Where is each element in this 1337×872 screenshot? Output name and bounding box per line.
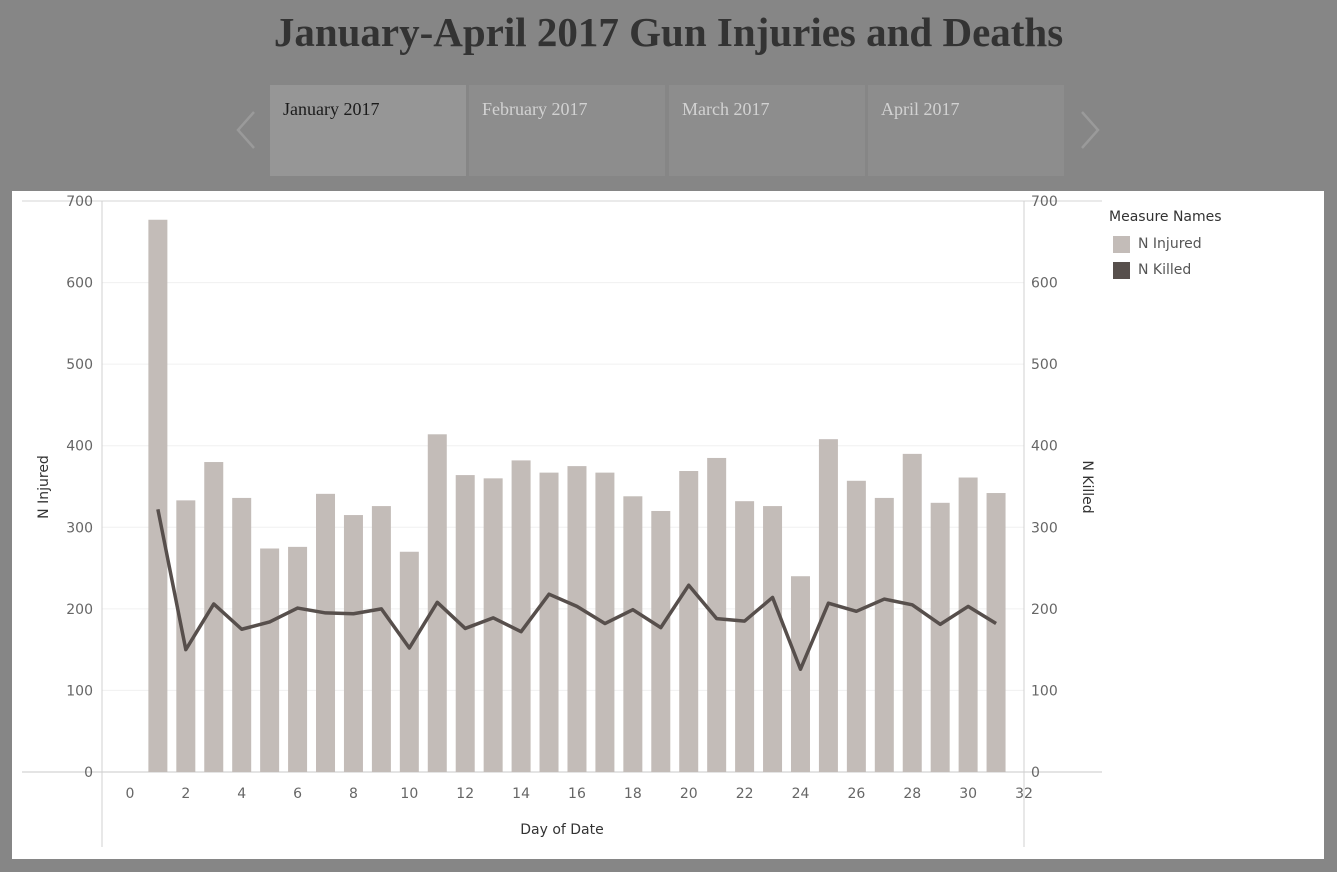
y2-tick-label: 600 (1031, 276, 1058, 292)
x-tick-label: 10 (400, 786, 418, 802)
bar-n-injured (511, 460, 531, 772)
y-tick-label: 500 (66, 357, 93, 373)
chart-panel: 0 100 200 300 400 500 600 700 0 100 200 300 400 500 60… (12, 191, 1324, 859)
bar-n-injured (874, 497, 894, 772)
bar-n-injured (399, 551, 419, 772)
bar-n-injured (483, 478, 503, 772)
x-tick-label: 14 (512, 786, 530, 802)
x-tick-label: 30 (959, 786, 977, 802)
bar-n-injured (288, 546, 308, 772)
chevron-right-icon[interactable] (1078, 108, 1102, 152)
bars-n-injured (148, 219, 1006, 773)
x-tick-label: 26 (847, 786, 865, 802)
y-tick-label: 700 (66, 194, 93, 210)
bar-n-injured (260, 548, 280, 772)
x-tick-label: 18 (624, 786, 642, 802)
x-tick-label: 12 (456, 786, 474, 802)
bar-n-injured (623, 496, 643, 772)
y-tick-label: 100 (66, 683, 93, 699)
bar-n-injured (343, 515, 363, 772)
bar-n-injured (930, 502, 950, 772)
line-n-killed (156, 508, 997, 671)
x-tick-label: 32 (1015, 786, 1033, 802)
x-tick-label: 2 (181, 786, 190, 802)
chevron-left-icon[interactable] (234, 108, 258, 152)
bar-n-injured (958, 477, 978, 772)
x-tick-label: 22 (736, 786, 754, 802)
legend-swatch-n-injured (1113, 235, 1130, 253)
legend-swatch-n-killed (1113, 261, 1130, 279)
combo-chart: 0100200300400500600700010020030040050060… (22, 194, 1102, 847)
y-tick-label: 0 (84, 765, 93, 781)
bar-n-injured (148, 219, 168, 773)
x-tick-label: 0 (125, 786, 134, 802)
bar-n-injured (679, 471, 699, 772)
bar-n-injured (790, 576, 810, 772)
tick-labels: 0100200300400500600700010020030040050060… (66, 194, 1057, 802)
bar-n-injured (316, 493, 336, 772)
bar-n-injured (232, 497, 252, 772)
y2-tick-label: 0 (1031, 765, 1040, 781)
bar-n-injured (986, 493, 1006, 772)
y-tick-label: 200 (66, 602, 93, 618)
tab-february-2017[interactable]: February 2017 (469, 85, 665, 176)
x-tick-label: 8 (349, 786, 358, 802)
y2-tick-label: 700 (1031, 194, 1058, 210)
x-tick-label: 20 (680, 786, 698, 802)
bar-n-injured (735, 501, 755, 772)
bar-n-injured (763, 506, 783, 772)
y-axis-title: N Injured (36, 455, 52, 519)
legend-label-n-injured: N Injured (1138, 236, 1202, 252)
x-tick-label: 28 (903, 786, 921, 802)
y2-tick-label: 200 (1031, 602, 1058, 618)
bar-n-injured (846, 480, 866, 772)
bar-n-injured (204, 462, 224, 772)
x-tick-label: 4 (237, 786, 246, 802)
page-title: January-April 2017 Gun Injuries and Deat… (273, 9, 1064, 55)
legend-item-n-injured[interactable]: N Injured (1109, 231, 1222, 257)
x-axis-title: Day of Date (520, 822, 604, 838)
legend-label-n-killed: N Killed (1138, 262, 1192, 278)
bar-n-injured (371, 506, 391, 772)
tab-january-2017[interactable]: January 2017 (270, 85, 466, 176)
legend-title: Measure Names (1109, 209, 1222, 225)
bar-n-injured (651, 510, 671, 772)
y2-axis-title: N Killed (1079, 460, 1095, 513)
bar-n-injured (539, 472, 559, 772)
chart-frame (22, 200, 1102, 847)
bar-n-injured (455, 475, 475, 772)
y2-tick-label: 100 (1031, 683, 1058, 699)
bar-n-injured (902, 453, 922, 772)
y2-tick-label: 300 (1031, 520, 1058, 536)
y2-tick-label: 500 (1031, 357, 1058, 373)
y-tick-label: 300 (66, 520, 93, 536)
legend-item-n-killed[interactable]: N Killed (1109, 257, 1222, 283)
x-tick-label: 16 (568, 786, 586, 802)
legend: Measure Names N Injured N Killed (1109, 209, 1222, 283)
tab-april-2017[interactable]: April 2017 (868, 85, 1064, 176)
bar-n-injured (567, 466, 587, 772)
x-tick-label: 6 (293, 786, 302, 802)
y-tick-label: 600 (66, 276, 93, 292)
bar-n-injured (707, 457, 727, 772)
tab-march-2017[interactable]: March 2017 (669, 85, 865, 176)
bar-n-injured (176, 500, 196, 772)
y2-tick-label: 400 (1031, 439, 1058, 455)
x-tick-label: 24 (792, 786, 810, 802)
y-tick-label: 400 (66, 439, 93, 455)
